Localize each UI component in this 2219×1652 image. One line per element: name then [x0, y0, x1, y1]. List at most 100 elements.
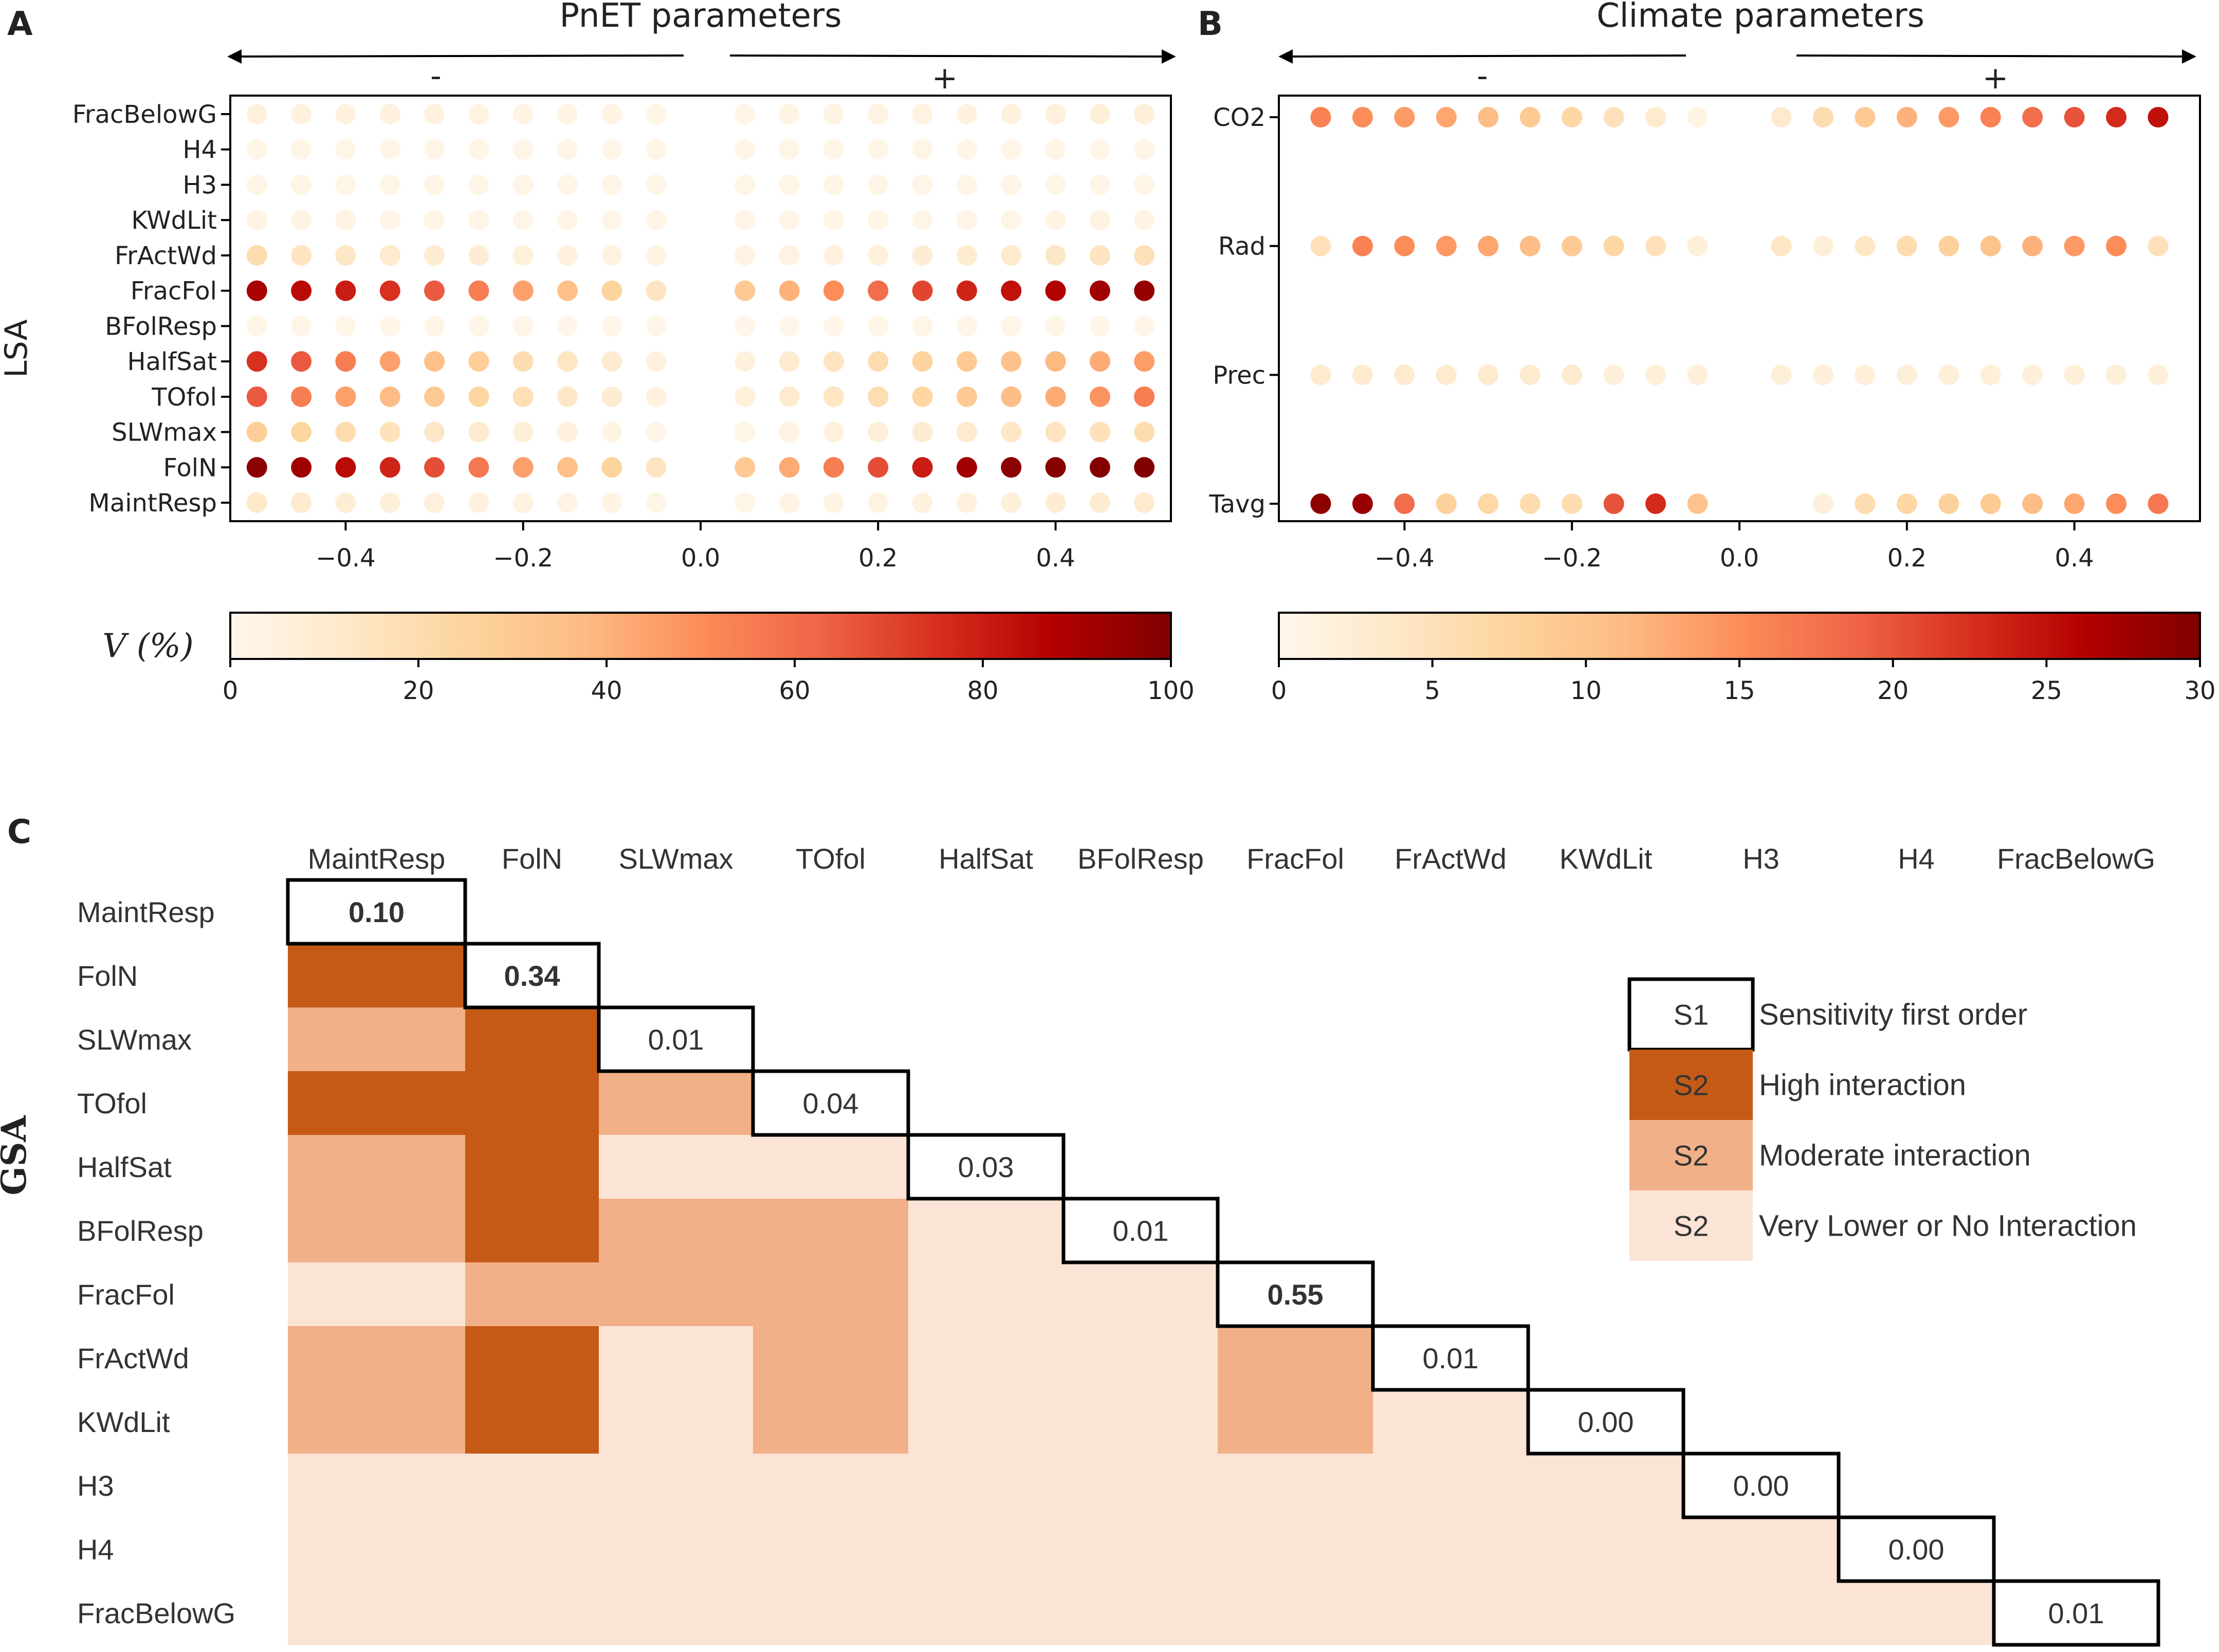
a-dot-kwdlit — [868, 210, 889, 231]
s2-cell-bfolresp-tofol — [753, 1199, 909, 1263]
a-dot-maintresp — [424, 492, 445, 513]
a-dot-bfolresp — [1045, 316, 1066, 337]
col-label-h4: H4 — [1898, 842, 1935, 875]
a-dot-halfsat — [246, 351, 267, 372]
s2-cell-fracfol-bfolresp — [1063, 1262, 1218, 1327]
a-dot-bfolresp — [424, 316, 445, 337]
s1-cell-h4 — [1837, 1515, 1996, 1583]
a-dot-maintresp — [379, 492, 400, 513]
s2-cell-fracbelowg-kwdlit — [1528, 1581, 1684, 1645]
b-dot-rad — [1855, 235, 1876, 256]
s2-cell-kwdlit-fractwd — [1373, 1390, 1529, 1454]
s2-cell-h4-fractwd — [1373, 1517, 1529, 1582]
a-dot-kwdlit — [601, 210, 622, 231]
a-colorbar-tick-label: 0 — [223, 676, 239, 705]
b-dot-prec — [1812, 364, 1833, 386]
a-dot-bfolresp — [646, 316, 667, 337]
a-dot-fracfol — [646, 280, 667, 301]
col-label-fractwd: FrActWd — [1395, 842, 1507, 875]
a-dot-fracfol — [335, 280, 356, 301]
s2-cell-kwdlit-foln — [465, 1390, 599, 1454]
s2-cell-kwdlit-bfolresp — [1063, 1390, 1218, 1454]
row-label-kwdlit: KWdLit — [77, 1406, 170, 1438]
a-dot-fractwd — [1001, 245, 1022, 266]
a-dot-maintresp — [779, 492, 800, 513]
colorbar-a-label: V (%) — [102, 627, 193, 665]
a-dot-h3 — [468, 174, 489, 195]
a-dot-fractwd — [956, 245, 977, 266]
s2-cell-kwdlit-tofol — [753, 1390, 909, 1454]
s2-cell-fractwd-foln — [465, 1326, 599, 1390]
a-dot-h3 — [1089, 174, 1110, 195]
a-dot-kwdlit — [335, 210, 356, 231]
b-dot-co2 — [2148, 107, 2169, 127]
b-dot-tavg — [2022, 493, 2043, 514]
colorbar-a — [229, 612, 1172, 660]
b-dot-co2 — [2106, 107, 2127, 127]
a-dot-foln — [468, 457, 489, 478]
a-dot-h4 — [468, 139, 489, 160]
b-dot-tavg — [1812, 493, 1833, 514]
a-dot-fracfol — [1089, 280, 1110, 301]
col-label-foln: FolN — [502, 842, 562, 875]
a-dot-fracbelowg — [291, 104, 312, 124]
s2-cell-fractwd-maintresp — [288, 1326, 466, 1390]
a-dot-bfolresp — [1089, 316, 1110, 337]
row-label-foln: FolN — [77, 960, 138, 992]
a-dot-fractwd — [735, 245, 756, 266]
a-xtick-label: −0.2 — [493, 544, 553, 573]
a-dot-h4 — [956, 139, 977, 160]
s1-value-kwdlit: 0.00 — [1578, 1406, 1634, 1438]
b-dot-rad — [2022, 235, 2043, 256]
a-dot-h3 — [956, 174, 977, 195]
b-dot-co2 — [1436, 107, 1457, 127]
a-dot-tofol — [291, 386, 312, 407]
a-colorbar-tick-label: 100 — [1147, 676, 1195, 705]
a-dot-fracbelowg — [735, 104, 756, 124]
b-dot-rad — [1394, 235, 1415, 256]
b-dot-tavg — [2148, 493, 2169, 514]
a-dot-fractwd — [912, 245, 933, 266]
panel-a-ylabel: LSA — [0, 319, 34, 378]
a-dot-bfolresp — [335, 316, 356, 337]
a-dot-slwmax — [956, 421, 977, 443]
a-dot-tofol — [735, 386, 756, 407]
b-dot-prec — [1603, 364, 1624, 386]
a-dot-halfsat — [823, 351, 844, 372]
a-dot-h4 — [912, 139, 933, 160]
a-dot-tofol — [646, 386, 667, 407]
panel-a-title: PnET parameters — [559, 0, 841, 35]
s1-value-foln: 0.34 — [504, 960, 560, 992]
a-dot-foln — [291, 457, 312, 478]
a-dot-h4 — [646, 139, 667, 160]
a-ytick-label-fractwd: FrActWd — [115, 242, 217, 270]
legend-label-0: Sensitivity first order — [1759, 998, 2027, 1032]
panel-c-ylabel: GSA — [0, 1115, 34, 1196]
a-dot-foln — [424, 457, 445, 478]
a-dot-foln — [1045, 457, 1066, 478]
panel-b-plus-label: + — [1983, 60, 2008, 96]
b-dot-co2 — [2064, 107, 2085, 127]
a-dot-kwdlit — [912, 210, 933, 231]
b-dot-rad — [1771, 235, 1792, 256]
b-dot-co2 — [1603, 107, 1624, 127]
b-dot-co2 — [1310, 107, 1331, 127]
a-dot-maintresp — [335, 492, 356, 513]
a-dot-h4 — [335, 139, 356, 160]
a-dot-slwmax — [735, 421, 756, 443]
s2-cell-h4-tofol — [753, 1517, 909, 1582]
a-dot-maintresp — [1001, 492, 1022, 513]
a-dot-slwmax — [868, 421, 889, 443]
a-dot-halfsat — [512, 351, 534, 372]
a-dot-tofol — [601, 386, 622, 407]
a-dot-fracbelowg — [601, 104, 622, 124]
b-dot-prec — [2022, 364, 2043, 386]
a-dot-bfolresp — [779, 316, 800, 337]
a-ytick-label-h4: H4 — [182, 136, 217, 164]
a-dot-fracbelowg — [468, 104, 489, 124]
a-dot-foln — [1134, 457, 1155, 478]
a-dot-kwdlit — [823, 210, 844, 231]
a-colorbar-tick-label: 20 — [402, 676, 434, 705]
a-dot-maintresp — [646, 492, 667, 513]
b-colorbar-tick-label: 30 — [2184, 676, 2215, 705]
